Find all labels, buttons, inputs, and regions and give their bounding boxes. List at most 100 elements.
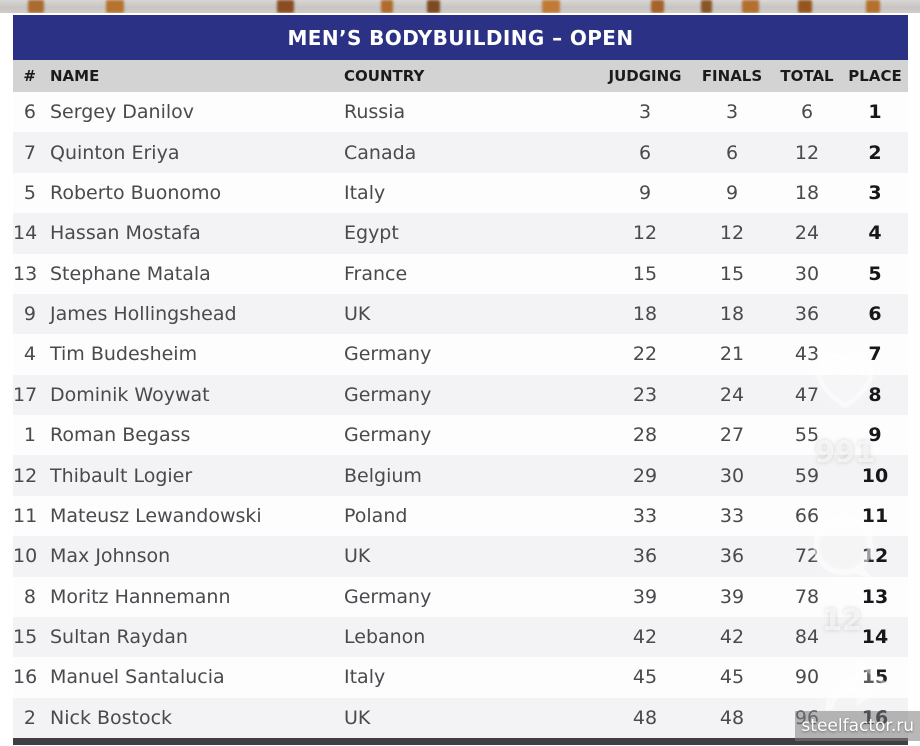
place-rank: 6 (868, 303, 882, 326)
total-score: 6 (800, 101, 814, 124)
photo-figure-blur (28, 0, 44, 13)
competitor-country: Italy (344, 181, 386, 204)
competitor-number: 4 (23, 343, 36, 366)
competitor-name: James Hollingshead (50, 303, 237, 326)
judging-score: 23 (632, 383, 658, 406)
competitor-name: Nick Bostock (50, 706, 173, 729)
results-scorecard: MEN’S BODYBUILDING – OPEN # NAME COUNTRY… (13, 15, 908, 745)
judging-score: 3 (638, 101, 652, 124)
finals-score: 9 (725, 181, 739, 204)
finals-score: 21 (719, 343, 745, 366)
share-arrow-icon[interactable] (822, 656, 888, 714)
total-score: 18 (794, 181, 820, 204)
background-photo-strip (0, 0, 920, 13)
finals-score: 45 (719, 666, 745, 689)
competitor-name: Mateusz Lewandowski (50, 504, 262, 527)
column-header-country: COUNTRY (344, 67, 425, 85)
competitor-number: 5 (23, 181, 36, 204)
competitor-number: 10 (13, 545, 38, 568)
finals-score: 27 (719, 424, 745, 447)
photo-figure-blur (651, 0, 664, 13)
place-rank: 11 (861, 504, 889, 527)
photo-figure-blur (277, 0, 294, 13)
competitor-number: 1 (23, 424, 36, 447)
judging-score: 12 (632, 222, 658, 245)
competitor-number: 16 (13, 666, 38, 689)
competitor-country: Italy (344, 666, 386, 689)
place-rank: 14 (861, 626, 889, 649)
judging-score: 6 (638, 141, 652, 164)
heart-like-icon[interactable] (809, 345, 881, 413)
judging-score: 42 (632, 626, 658, 649)
total-score: 84 (794, 626, 820, 649)
competitor-country: UK (344, 706, 371, 729)
place-rank: 13 (861, 585, 889, 608)
competitor-country: Canada (344, 141, 417, 164)
finals-score: 3 (725, 101, 739, 124)
table-row: 11 Mateusz Lewandowski Poland 33 33 66 11 (13, 495, 908, 537)
judging-score: 15 (632, 262, 658, 285)
judging-score: 29 (632, 464, 658, 487)
table-header-row: # NAME COUNTRY JUDGING FINALS TOTAL PLAC… (13, 60, 908, 92)
column-header-place: PLACE (848, 67, 902, 85)
table-body: 6 Sergey Danilov Russia 3 3 6 1 7 Quinton Eriya C… (13, 92, 908, 738)
competitor-name: Roberto Buonomo (50, 181, 222, 204)
bottom-divider-bar (13, 738, 908, 745)
total-score: 59 (794, 464, 820, 487)
judging-score: 39 (632, 585, 658, 608)
competitor-number: 14 (13, 222, 38, 245)
competitor-name: Roman Begass (50, 424, 191, 447)
competitor-country: Germany (344, 383, 432, 406)
judging-score: 18 (632, 303, 658, 326)
likes-count: 991 (814, 435, 876, 469)
photo-figure-blur (742, 0, 759, 13)
column-header-judging: JUDGING (608, 67, 682, 85)
competitor-country: Lebanon (344, 626, 426, 649)
competitor-country: Germany (344, 343, 432, 366)
judging-score: 33 (632, 504, 658, 527)
competitor-name: Max Johnson (50, 545, 171, 568)
watermark-badge: steelfactor.ru (795, 711, 920, 741)
competitor-country: Egypt (344, 222, 399, 245)
competitor-country: UK (344, 545, 371, 568)
photo-figure-blur (106, 0, 124, 13)
competitor-country: UK (344, 303, 371, 326)
competitor-name: Quinton Eriya (50, 141, 180, 164)
table-row: 17 Dominik Woywat Germany 23 24 47 8 (13, 374, 908, 415)
competitor-number: 17 (13, 383, 38, 406)
finals-score: 48 (719, 706, 745, 729)
place-rank: 7 (868, 343, 882, 366)
finals-score: 12 (719, 222, 745, 245)
finals-score: 30 (719, 464, 745, 487)
photo-figure-blur (866, 0, 880, 13)
total-score: 72 (794, 545, 820, 568)
table-row: 15 Sultan Raydan Lebanon 42 42 84 14 (13, 616, 908, 658)
judging-score: 48 (632, 706, 658, 729)
total-score: 30 (794, 262, 820, 285)
column-header-number: # (23, 67, 36, 85)
competitor-number: 9 (23, 303, 36, 326)
competitor-country: Poland (344, 504, 408, 527)
comment-bubble-icon[interactable] (809, 513, 881, 587)
competitor-number: 11 (13, 504, 38, 527)
competitor-country: France (344, 262, 408, 285)
finals-score: 15 (719, 262, 745, 285)
photo-figure-blur (427, 0, 440, 13)
competitor-number: 12 (13, 464, 38, 487)
judging-score: 45 (632, 666, 658, 689)
competitor-country: Germany (344, 424, 432, 447)
competitor-name: Thibault Logier (50, 464, 193, 487)
judging-score: 9 (638, 181, 652, 204)
table-row: 14 Hassan Mostafa Egypt 12 12 24 4 (13, 213, 908, 254)
place-rank: 8 (868, 383, 882, 406)
finals-score: 33 (719, 504, 745, 527)
photo-figure-blur (381, 0, 393, 13)
total-score: 90 (794, 666, 820, 689)
table-row: 8 Moritz Hannemann Germany 39 39 78 13 (13, 576, 908, 617)
place-rank: 9 (868, 424, 882, 447)
table-row: 6 Sergey Danilov Russia 3 3 6 1 (13, 92, 908, 133)
competitor-number: 2 (23, 706, 36, 729)
photo-figure-blur (542, 0, 560, 13)
competitor-country: Belgium (344, 464, 422, 487)
